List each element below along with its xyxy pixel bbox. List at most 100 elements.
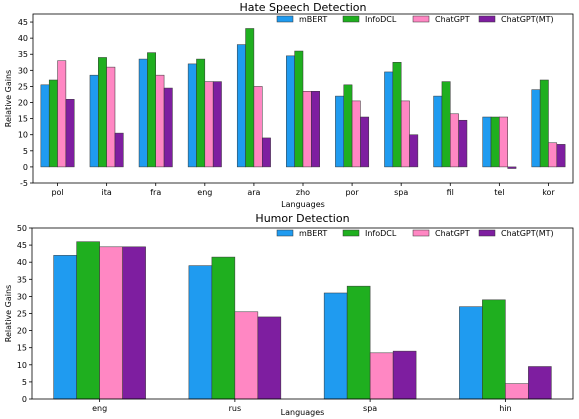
bar-mbert-tel (482, 116, 492, 168)
bar-chatgpt-mt--zho (311, 91, 320, 168)
bar-chatgpt-fil (450, 113, 459, 168)
legend-label: InfoDCL (365, 229, 397, 238)
y-tick-label: 15 (17, 344, 27, 353)
bar-infodcl-rus (211, 256, 236, 400)
bar-chatgpt-eng (204, 81, 214, 168)
legend-label: ChatGPT(MT) (501, 15, 554, 24)
y-tick-label: 35 (18, 50, 28, 59)
chart-0: Hate Speech Detection -5 0 5 10 15 20 25 30 35 40 4… (4, 1, 574, 209)
bar-mbert-hin (459, 306, 483, 400)
x-tick-label: pol (51, 188, 63, 197)
x-tick-label: rus (229, 404, 242, 413)
bar-chatgpt-mt--pol (65, 99, 75, 168)
bar-infodcl-zho (294, 50, 304, 168)
bar-mbert-fil (433, 95, 443, 168)
bar-infodcl-spa (392, 62, 402, 168)
y-tick-label: 5 (22, 378, 27, 387)
x-axis-label: Languages (281, 200, 325, 209)
y-tick-label: 0 (22, 395, 27, 404)
x-tick-label: ara (247, 188, 260, 197)
bar-infodcl-ita (98, 57, 107, 168)
bar-infodcl-hin (482, 299, 506, 400)
bar-mbert-por (335, 95, 344, 168)
bar-mbert-spa (384, 71, 394, 168)
x-tick-label: eng (92, 404, 107, 413)
bar-mbert-eng (53, 255, 77, 400)
bar-infodcl-eng (76, 241, 100, 400)
y-tick-label: 10 (17, 361, 27, 370)
bar-chatgpt-mt--spa (392, 350, 417, 400)
y-tick-label: 40 (17, 258, 27, 267)
x-tick-label: tel (494, 188, 504, 197)
y-tick-label: 25 (17, 310, 27, 319)
legend: mBERT InfoDCL ChatGPT ChatGPT(MT) (276, 229, 554, 238)
y-tick-label: 20 (17, 327, 27, 336)
y-tick-label: 35 (17, 275, 27, 284)
bar-chatgpt-spa (369, 352, 394, 400)
bar-chatgpt-ita (106, 66, 116, 168)
bar-mbert-fra (138, 58, 148, 168)
bar-infodcl-ara (245, 28, 255, 168)
bar-chatgpt-mt--ita (114, 132, 124, 168)
bar-infodcl-pol (48, 79, 58, 168)
legend-swatch-chatgpt-mt- (478, 15, 496, 23)
bar-chatgpt-hin (505, 383, 529, 400)
y-tick-label: 0 (23, 163, 28, 172)
x-tick-label: kor (542, 188, 555, 197)
bar-chatgpt-mt--eng (212, 81, 222, 168)
legend-swatch-mbert (276, 15, 294, 23)
bar-mbert-ara (236, 44, 246, 168)
bar-chatgpt-mt--por (360, 116, 370, 168)
bar-chatgpt-fra (155, 74, 165, 168)
legend-label: InfoDCL (365, 15, 397, 24)
bar-chatgpt-rus (234, 311, 259, 400)
bar-infodcl-tel (490, 116, 500, 168)
bar-chatgpt-por (351, 100, 361, 168)
y-tick-label: 25 (18, 82, 28, 91)
bar-chatgpt-kor (548, 142, 558, 168)
bar-infodcl-eng (196, 58, 206, 168)
x-axis-label: Languages (281, 408, 325, 417)
bar-mbert-spa (323, 292, 348, 400)
x-tick-label: fra (150, 188, 161, 197)
y-tick-label: 15 (18, 115, 28, 124)
bar-mbert-kor (531, 89, 541, 168)
x-tick-label: por (345, 188, 359, 197)
y-tick-label: 5 (23, 147, 28, 156)
bar-chatgpt-tel (499, 116, 508, 168)
legend: mBERT InfoDCL ChatGPT ChatGPT(MT) (276, 15, 554, 24)
bar-chatgpt-ara (253, 86, 263, 168)
chart-title: Humor Detection (255, 212, 349, 225)
legend-swatch-infodcl (342, 229, 360, 237)
legend-label: ChatGPT(MT) (501, 229, 554, 238)
bar-chatgpt-mt--fil (458, 119, 468, 168)
bar-mbert-zho (286, 55, 295, 168)
bar-chatgpt-spa (400, 100, 410, 168)
y-tick-label: 45 (17, 241, 27, 250)
bar-infodcl-por (343, 84, 353, 168)
bar-infodcl-fil (441, 81, 451, 168)
bar-chatgpt-zho (302, 91, 312, 168)
x-tick-label: spa (363, 404, 377, 413)
y-tick-label: -5 (20, 179, 28, 188)
x-tick-label: zho (296, 188, 310, 197)
x-tick-label: eng (197, 188, 212, 197)
legend-label: mBERT (299, 15, 327, 24)
y-tick-label: 45 (18, 18, 28, 27)
bar-chatgpt-mt--eng (122, 246, 146, 400)
bar-mbert-eng (187, 63, 197, 168)
legend-label: ChatGPT (435, 15, 470, 24)
y-tick-label: 30 (18, 66, 28, 75)
y-tick-label: 20 (18, 99, 28, 108)
chart-1: Humor Detection 0 5 10 15 20 25 30 35 40 45 50 eng ru… (4, 212, 574, 417)
legend-label: ChatGPT (435, 229, 470, 238)
bar-chatgpt-eng (99, 246, 123, 400)
bar-infodcl-spa (346, 285, 371, 400)
y-tick-label: 40 (18, 34, 28, 43)
x-tick-label: spa (394, 188, 408, 197)
y-axis-label: Relative Gains (4, 285, 13, 342)
bar-mbert-rus (188, 265, 213, 400)
bar-chatgpt-mt--kor (556, 144, 566, 168)
y-tick-label: 30 (17, 292, 27, 301)
